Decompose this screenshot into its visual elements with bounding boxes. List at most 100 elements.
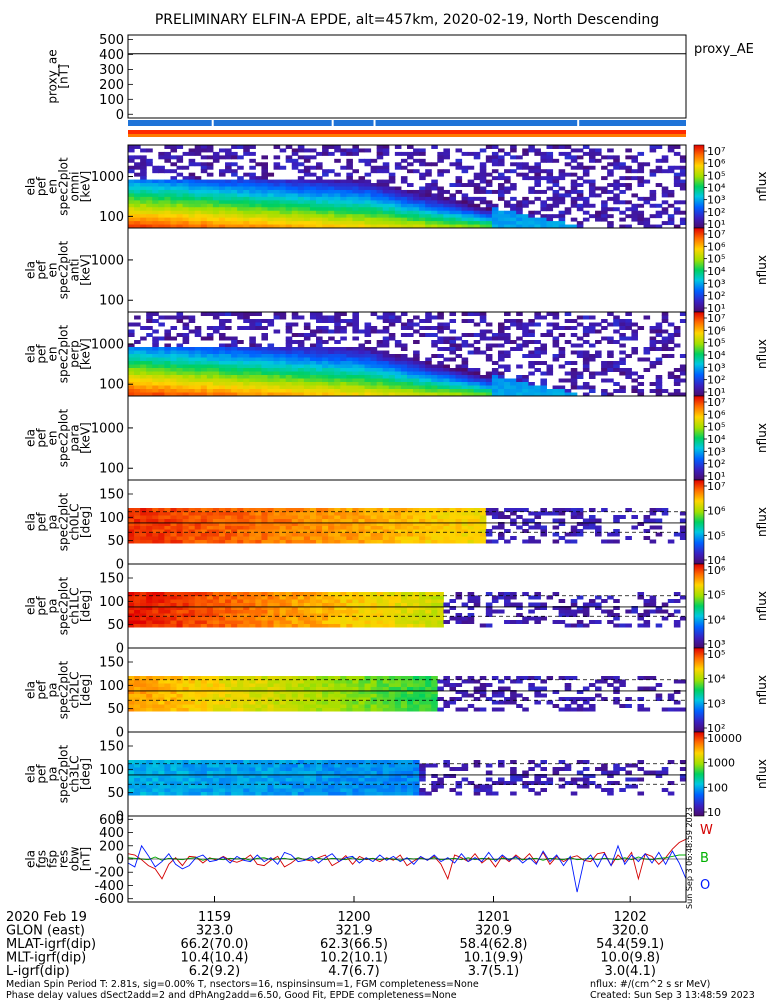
- spec_perp-cell: [637, 392, 645, 397]
- spec_omni-cell: [285, 224, 293, 229]
- pa_ch2-cell: [413, 676, 420, 680]
- spec_perp-cell: [413, 340, 420, 344]
- spec_omni-cell: [564, 224, 572, 229]
- pa_ch1-cell: [218, 623, 226, 628]
- pa_ch1-cell: [128, 606, 135, 610]
- spec_omni-cell: [449, 203, 457, 208]
- spec_perp-cell: [504, 385, 511, 390]
- pa_ch0-cell: [540, 511, 547, 516]
- spec_omni-cell: [607, 196, 614, 201]
- spec_omni-cell: [570, 165, 578, 170]
- spec_omni-cell: [679, 179, 687, 184]
- spec_perp-cell: [473, 375, 481, 379]
- spec_perp-cell: [267, 371, 275, 376]
- pa_ch0-cell: [188, 525, 196, 530]
- proxy_ae-ytick-1: 400: [99, 48, 124, 63]
- pa_ch2-cell: [316, 697, 323, 701]
- spec_omni-cell: [655, 169, 663, 174]
- pa_ch0-cell: [212, 539, 220, 544]
- pa_ch2-cell: [479, 693, 487, 698]
- spec_perp-cell: [413, 322, 420, 327]
- spec_omni-cell: [473, 207, 481, 212]
- spec_omni-cell: [631, 210, 638, 215]
- spec_perp-cell: [479, 378, 487, 383]
- spec_perp-cell: [249, 343, 256, 348]
- spec_omni-cell: [134, 203, 141, 208]
- spec_perp-cell: [443, 375, 450, 379]
- pa_ch1-cell: [322, 592, 329, 596]
- pa_ch1-cell: [128, 613, 135, 617]
- pa_ch1-cell: [431, 595, 438, 600]
- spec_perp-cell: [400, 371, 408, 376]
- spec_perp-cell: [461, 319, 469, 323]
- spec_perp-cell: [340, 378, 347, 383]
- pa_ch2-cell: [370, 707, 378, 712]
- spec_para-colorbar-tick-1: 10⁶: [707, 408, 726, 421]
- pa_ch2-cell: [431, 690, 438, 694]
- spec_omni-cell: [364, 200, 372, 205]
- pa_ch2-cell: [231, 679, 238, 684]
- spec_omni-cell: [546, 179, 554, 184]
- spec_omni-cell: [206, 155, 214, 160]
- spec_omni-cell: [455, 183, 463, 187]
- spec_omni-cell: [243, 224, 250, 229]
- pa_ch2-cell: [479, 690, 487, 694]
- pa_ch1-cell: [152, 620, 159, 624]
- spec_perp-cell: [134, 357, 141, 362]
- pa_ch2-cell: [388, 693, 396, 698]
- spec_perp-cell: [576, 315, 584, 320]
- pa_ch1-cell: [200, 620, 208, 624]
- pa_ch0-cell: [467, 529, 475, 533]
- pa_ch0-cell: [455, 525, 463, 530]
- spec_perp-cell: [370, 357, 378, 362]
- spec_omni-cell: [200, 196, 208, 201]
- pa_ch2-cell: [388, 676, 396, 680]
- spec_omni-cell: [128, 145, 135, 149]
- spec_omni-cell: [328, 189, 335, 194]
- spec_omni-cell: [231, 193, 238, 198]
- pa_ch0-cell: [394, 518, 402, 523]
- pa_ch0-cell: [376, 518, 384, 523]
- spec_omni-cell: [661, 169, 669, 174]
- spec_omni-cell: [231, 186, 238, 191]
- spec_perp-cell: [291, 389, 299, 393]
- spec_omni-cell: [182, 196, 190, 201]
- spec_omni-cell: [322, 200, 329, 205]
- spec_perp-cell: [388, 382, 396, 386]
- pa_ch2-cell: [467, 676, 475, 680]
- pa_ch2-cell: [218, 690, 226, 694]
- spec_omni-cell: [170, 189, 178, 194]
- pa_ch2-cell: [128, 686, 135, 691]
- pa_ch1-cell: [158, 602, 165, 607]
- spec_perp-cell: [540, 385, 547, 390]
- pa_ch2-cell: [218, 683, 226, 687]
- pa_ch0-cell: [570, 508, 578, 512]
- spec_omni-cell: [588, 203, 596, 208]
- pa_ch2-cell: [467, 704, 475, 708]
- spec_perp-cell: [255, 322, 262, 327]
- pa_ch0-cell: [297, 508, 305, 512]
- spec_perp-cell: [364, 350, 372, 355]
- pa_ch1-cell: [225, 623, 232, 628]
- spec_perp-cell: [218, 312, 226, 316]
- spec_perp-cell: [218, 333, 226, 337]
- pa_ch0-cell: [601, 508, 608, 512]
- spec_perp-cell: [340, 371, 347, 376]
- spec_omni-cell: [146, 224, 153, 229]
- spec_omni-cell: [176, 193, 184, 198]
- spec_perp-cell: [497, 378, 505, 383]
- pa_ch0-cell: [182, 518, 190, 523]
- spec_perp-cell: [479, 315, 487, 320]
- spec_perp-cell: [152, 350, 159, 355]
- spec_perp-cell: [340, 312, 347, 316]
- spec_perp-cell: [534, 340, 541, 344]
- pa_ch0-cell: [334, 522, 341, 526]
- spec_omni-cell: [322, 221, 329, 226]
- spec_perp-cell: [528, 382, 535, 386]
- spec_omni-cell: [679, 169, 687, 174]
- pa_ch1-cell: [249, 620, 256, 624]
- spec_omni-cell: [510, 210, 517, 215]
- spec_omni-cell: [158, 165, 165, 170]
- pa_ch0-cell: [419, 511, 426, 516]
- spec_omni-cell: [352, 145, 359, 149]
